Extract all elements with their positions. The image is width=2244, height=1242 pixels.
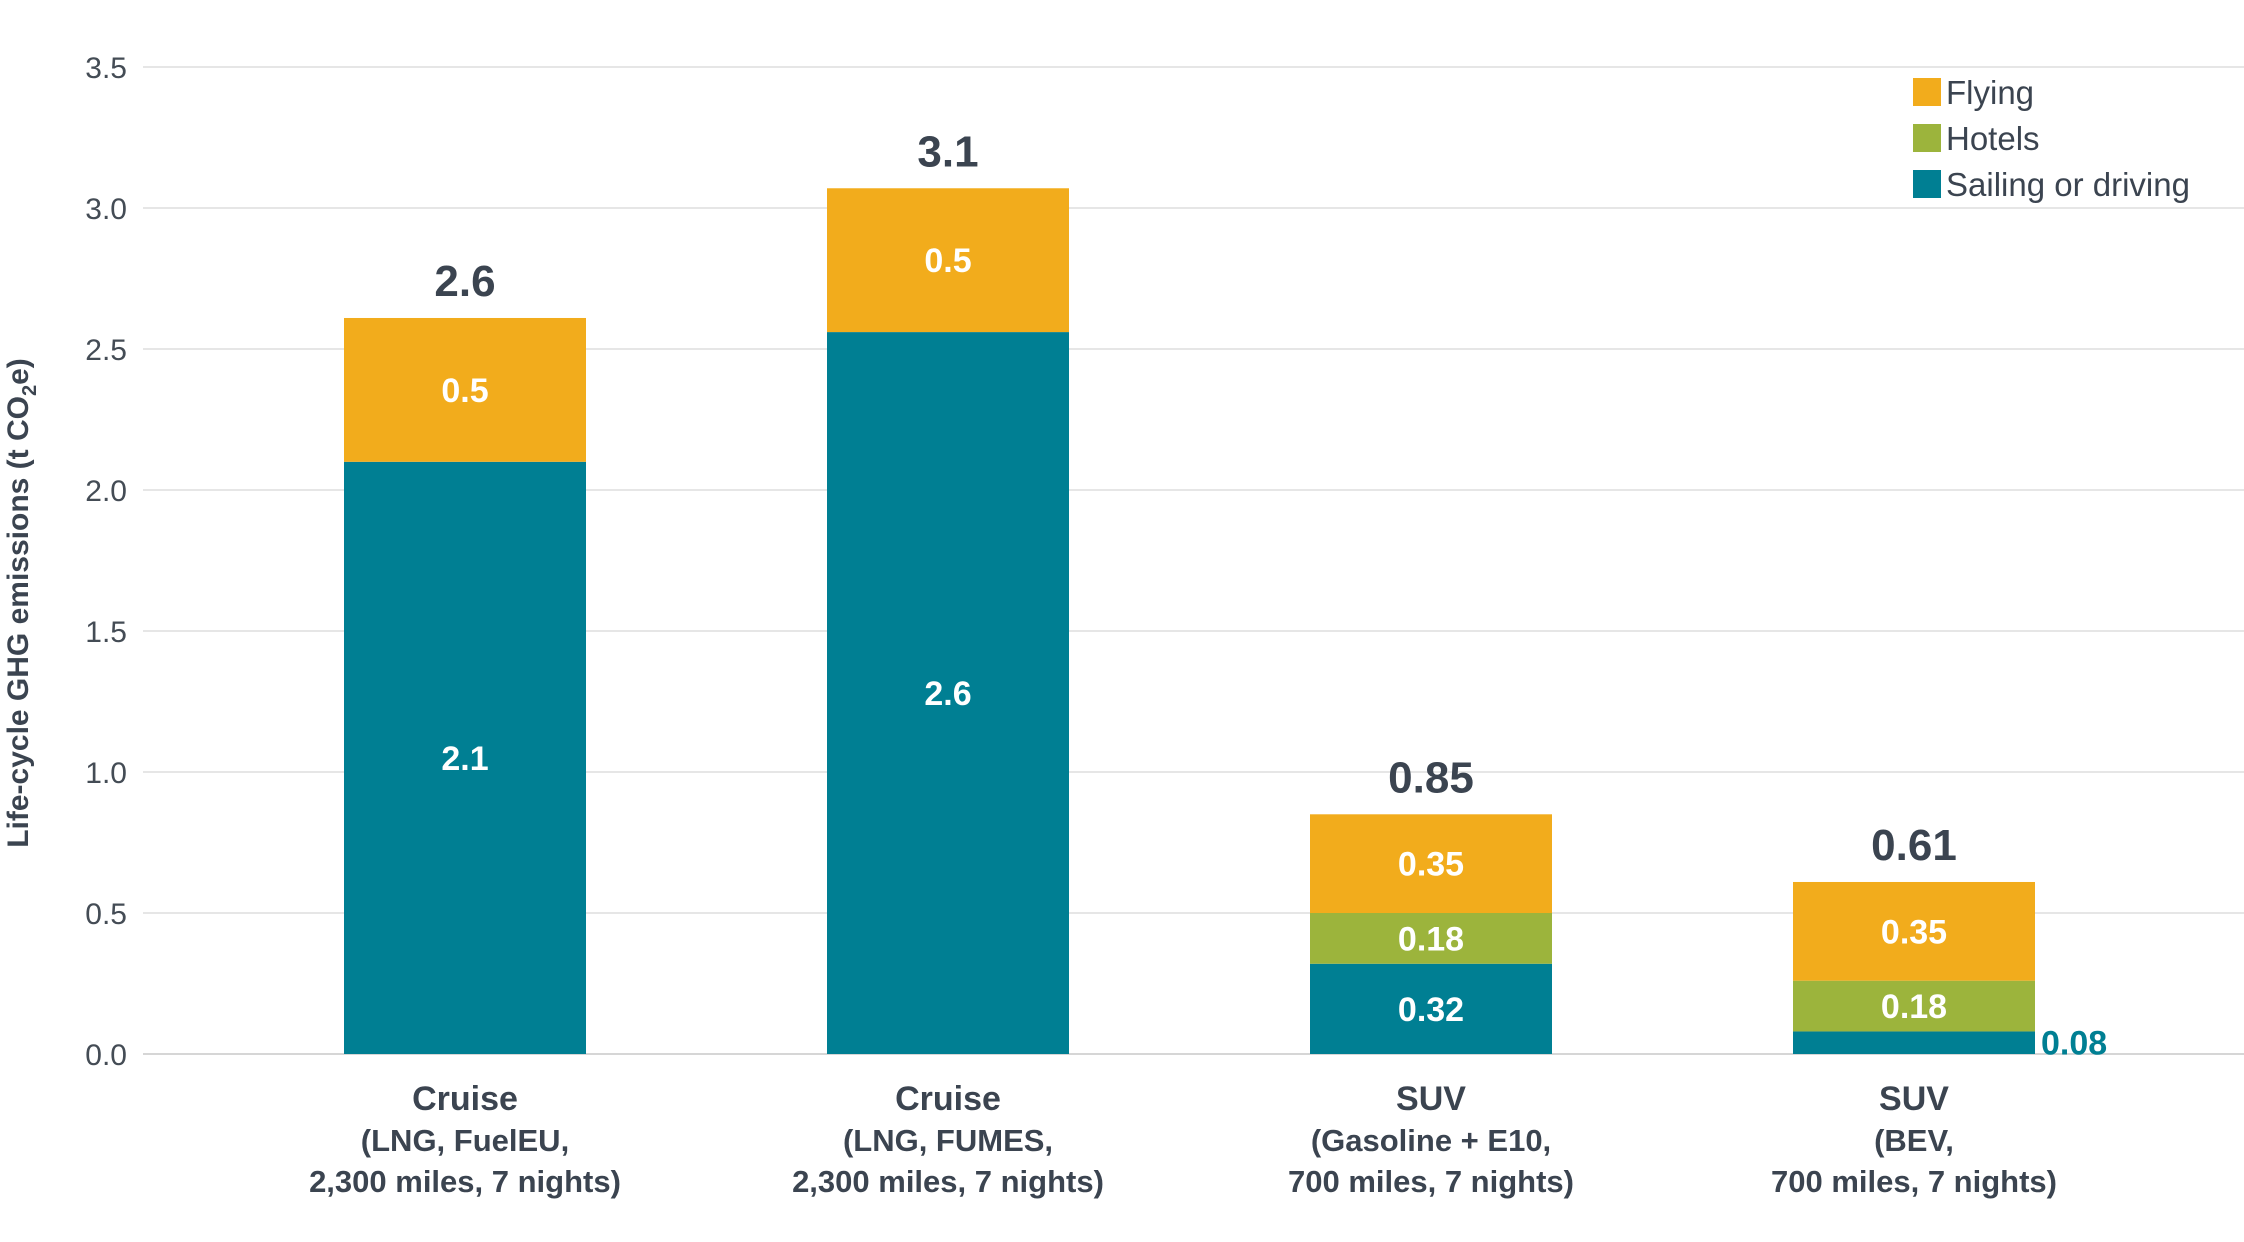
segment-value-label: 0.08 — [2041, 1025, 2107, 1063]
bar-stack: 2.1 0.5 2.6 — [344, 257, 586, 1054]
y-axis-ticks: 0.0 0.5 1.0 1.5 2.0 2.5 3.0 3.5 — [85, 52, 127, 1072]
category-subtitle: 2,300 miles, 7 nights) — [309, 1164, 621, 1199]
segment-value-label: 0.5 — [441, 372, 488, 410]
category-subtitle: 700 miles, 7 nights) — [1288, 1164, 1574, 1199]
segment-value-label: 0.5 — [924, 242, 971, 280]
bars: 2.10.52.62.60.53.10.320.180.350.850.080.… — [344, 127, 2107, 1062]
bar-total-label: 0.85 — [1388, 753, 1474, 802]
y-tick-label: 2.0 — [85, 475, 127, 508]
y-tick-label: 3.0 — [85, 193, 127, 226]
y-axis-label-main: Life-cycle GHG emissions (t CO — [2, 396, 35, 848]
bar-total-label: 3.1 — [917, 127, 978, 176]
category-title: Cruise — [412, 1080, 518, 1118]
category-subtitle: 700 miles, 7 nights) — [1771, 1164, 2057, 1199]
y-axis-label-subscript: 2 — [19, 385, 41, 396]
bar-total-label: 0.61 — [1871, 821, 1957, 870]
segment-value-label: 0.18 — [1881, 988, 1947, 1026]
y-tick-label: 3.5 — [85, 52, 127, 85]
segment-value-label: 0.35 — [1398, 846, 1464, 884]
legend-swatch — [1913, 78, 1941, 106]
x-axis-labels: Cruise (LNG, FuelEU, 2,300 miles, 7 nights… — [309, 1080, 2057, 1199]
legend-label: Hotels — [1946, 120, 2040, 157]
category-title: Cruise — [895, 1080, 1001, 1118]
category-subtitle: 2,300 miles, 7 nights) — [792, 1164, 1104, 1199]
category-subtitle: (LNG, FUMES, — [843, 1123, 1053, 1158]
legend-swatch — [1913, 124, 1941, 152]
stacked-bar-chart: 0.0 0.5 1.0 1.5 2.0 2.5 3.0 3.5 Life-cycle GHG … — [0, 0, 2244, 1242]
y-tick-label: 1.0 — [85, 757, 127, 790]
y-tick-label: 0.5 — [85, 898, 127, 931]
bar-total-label: 2.6 — [434, 257, 495, 306]
bar-segment — [1793, 1031, 2035, 1054]
segment-value-label: 2.6 — [924, 675, 971, 713]
segment-value-label: 2.1 — [441, 740, 488, 778]
category-title: SUV — [1396, 1080, 1466, 1118]
legend-swatch — [1913, 170, 1941, 198]
y-axis-label: Life-cycle GHG emissions (t CO2e) — [2, 358, 41, 848]
bar-stack: 0.08 0.18 0.35 0.61 — [1793, 821, 2107, 1063]
y-axis-label-end: e) — [2, 358, 35, 385]
category-title: SUV — [1879, 1080, 1949, 1118]
segment-value-label: 0.18 — [1398, 920, 1464, 958]
legend: Flying Hotels Sailing or driving — [1913, 74, 2190, 203]
y-tick-label: 2.5 — [85, 334, 127, 367]
bar-stack: 2.6 0.5 3.1 — [827, 127, 1069, 1054]
legend-label: Sailing or driving — [1946, 166, 2190, 203]
category-subtitle: (BEV, — [1874, 1123, 1954, 1158]
category-subtitle: (Gasoline + E10, — [1311, 1123, 1551, 1158]
segment-value-label: 0.32 — [1398, 991, 1464, 1029]
category-subtitle: (LNG, FuelEU, — [361, 1123, 569, 1158]
legend-label: Flying — [1946, 74, 2034, 111]
segment-value-label: 0.35 — [1881, 913, 1947, 951]
bar-stack: 0.32 0.18 0.35 0.85 — [1310, 753, 1552, 1054]
y-tick-label: 0.0 — [85, 1039, 127, 1072]
y-tick-label: 1.5 — [85, 616, 127, 649]
